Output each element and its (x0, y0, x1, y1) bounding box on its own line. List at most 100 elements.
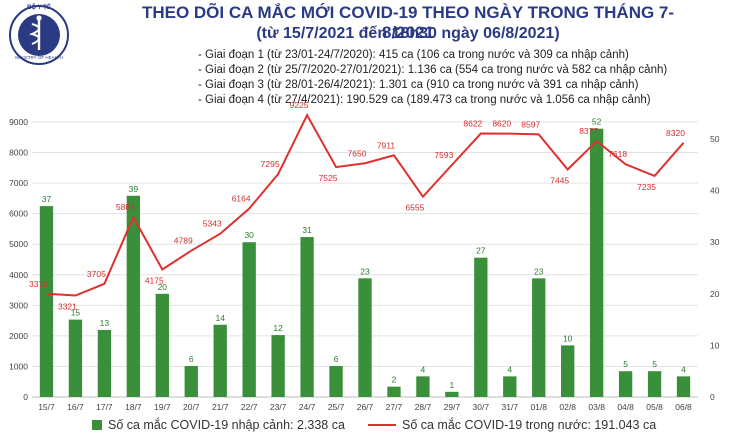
x-tick-label: 30/7 (473, 402, 490, 412)
x-tick-label: 24/7 (299, 402, 316, 412)
line-domestic (46, 112, 685, 297)
phase-3-text: - Giai đoạn 3 (từ 28/01-26/4/2021): 1.30… (198, 79, 639, 91)
y-right-tick-label: 50 (710, 134, 720, 144)
bar-imported (561, 345, 575, 397)
line-data-label: 8377 (579, 126, 598, 136)
legend-item-imported: Số ca mắc COVID-19 nhập cảnh: 2.338 ca (92, 418, 345, 432)
line-data-label: 7235 (637, 182, 656, 192)
bar-imported (532, 278, 546, 397)
bar-data-label: 27 (476, 246, 486, 256)
line-data-label: 4789 (174, 236, 193, 246)
bar-imported (271, 335, 285, 397)
x-tick-label: 20/7 (183, 402, 200, 412)
chart-subtitle: (từ 15/7/2021 đến 18h30 ngày 06/8/2021) (256, 25, 560, 42)
bar-imported (647, 371, 662, 397)
line-data-label: 7525 (319, 173, 338, 183)
bar-data-label: 6 (189, 354, 194, 364)
bar-imported (416, 376, 430, 397)
line-data-label: 7650 (348, 148, 367, 158)
bar-imported (39, 206, 54, 397)
bar-data-label: 2 (392, 375, 397, 385)
x-tick-label: 05/8 (646, 402, 663, 412)
bar-data-label: 5 (652, 359, 657, 369)
y-left-tick-label: 5000 (9, 239, 28, 249)
x-tick-label: 15/7 (38, 402, 55, 412)
x-tick-label: 04/8 (617, 402, 634, 412)
x-tick-label: 18/7 (125, 402, 142, 412)
x-tick-label: 29/7 (444, 402, 461, 412)
line-data-label: 6164 (232, 194, 251, 204)
bar-data-label: 52 (592, 117, 602, 127)
x-tick-label: 16/7 (67, 402, 84, 412)
x-tick-label: 06/8 (675, 402, 692, 412)
y-right-tick-label: 20 (710, 289, 720, 299)
bar-imported (68, 319, 83, 397)
covid-cases-chart: 0100020003000400050006000700080009000010… (9, 100, 720, 412)
bar-imported (97, 329, 112, 397)
bar-data-label: 14 (215, 313, 225, 323)
chart-legend: Số ca mắc COVID-19 nhập cảnh: 2.338 ca S… (0, 418, 730, 436)
bar-imported (300, 237, 314, 397)
legend-swatch-bar (92, 420, 102, 430)
phase-summary-list: - Giai đoạn 1 (từ 23/01-24/7/2020): 415 … (198, 48, 667, 108)
bar-imported (503, 376, 517, 397)
y-right-tick-label: 40 (710, 186, 720, 196)
bar-data-label: 13 (100, 318, 110, 328)
bar-data-label: 1 (450, 380, 455, 390)
line-data-label: 7618 (608, 149, 627, 159)
line-data-label: 3705 (87, 269, 106, 279)
x-tick-label: 28/7 (415, 402, 432, 412)
y-left-tick-label: 9000 (9, 117, 28, 127)
x-tick-label: 31/7 (502, 402, 519, 412)
y-left-tick-label: 1000 (9, 361, 28, 371)
line-data-label: 7295 (261, 159, 280, 169)
y-left-tick-label: 8000 (9, 148, 28, 158)
bar-data-label: 12 (273, 323, 283, 333)
bar-data-label: 6 (334, 354, 339, 364)
line-data-label: 8620 (492, 119, 511, 129)
bar-data-label: 30 (244, 230, 254, 240)
phase-1-text: - Giai đoạn 1 (từ 23/01-24/7/2020): 415 … (198, 49, 629, 61)
y-left-tick-label: 4000 (9, 270, 28, 280)
bar-imported (184, 366, 198, 397)
bar-data-label: 5 (623, 359, 628, 369)
logo-text: BỘ Y TẾ (27, 5, 51, 11)
line-data-label: 8320 (666, 128, 685, 138)
bar-imported (589, 128, 604, 397)
line-data-label: 7445 (550, 176, 569, 186)
bar-imported (213, 324, 227, 397)
bar-imported (387, 386, 401, 397)
line-data-label: 3321 (58, 302, 77, 312)
bar-data-label: 23 (360, 266, 370, 276)
x-tick-label: 03/8 (588, 402, 605, 412)
bar-imported (618, 371, 633, 397)
x-tick-label: 02/8 (559, 402, 576, 412)
y-right-tick-label: 30 (710, 237, 720, 247)
x-tick-label: 26/7 (357, 402, 374, 412)
bar-imported (155, 293, 169, 397)
line-data-label: 7911 (377, 140, 396, 150)
x-tick-label: 21/7 (212, 402, 229, 412)
bar-data-label: 20 (158, 282, 168, 292)
bar-data-label: 23 (534, 266, 544, 276)
bar-imported (474, 257, 488, 397)
bar-data-label: 10 (563, 333, 573, 343)
y-left-tick-label: 0 (23, 392, 28, 402)
legend-label-imported: Số ca mắc COVID-19 nhập cảnh: 2.338 ca (108, 418, 345, 432)
x-tick-label: 22/7 (241, 402, 258, 412)
bar-data-label: 4 (507, 364, 512, 374)
phase-4-text: - Giai đoạn 4 (từ 27/4/2021): 190.529 ca… (198, 94, 651, 106)
logo-caption: MINISTRY OF HEALTH (15, 55, 63, 60)
y-left-tick-label: 6000 (9, 209, 28, 219)
legend-swatch-line (368, 424, 396, 426)
bar-data-label: 4 (681, 364, 686, 374)
phase-2-text: - Giai đoạn 2 (từ 25/7/2020-27/01/2021):… (198, 64, 668, 76)
y-right-tick-label: 0 (710, 392, 715, 402)
bar-imported (242, 242, 256, 397)
bar-imported (126, 195, 141, 397)
y-left-tick-label: 7000 (9, 178, 28, 188)
line-data-label: 5887 (116, 202, 135, 212)
line-data-label: 3379 (29, 279, 48, 289)
x-tick-label: 27/7 (386, 402, 403, 412)
line-data-label: 4175 (145, 275, 164, 285)
